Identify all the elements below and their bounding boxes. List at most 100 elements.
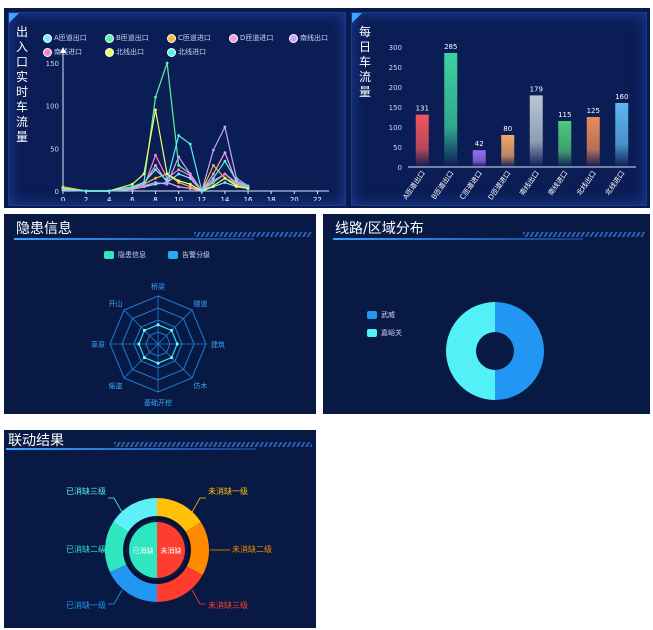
bar — [501, 135, 515, 167]
data-point — [177, 134, 181, 137]
data-point — [223, 159, 227, 163]
radar-data-point — [137, 342, 141, 346]
title-stripes — [523, 232, 645, 237]
data-point — [223, 181, 227, 184]
legend-item[interactable]: 嘉峪关 — [367, 328, 402, 338]
y-tick-label: 150 — [46, 60, 59, 68]
radar-data-point — [142, 356, 146, 360]
leader-line — [191, 497, 206, 513]
legend-item[interactable]: 南线进口 — [43, 47, 82, 57]
data-point — [154, 176, 157, 180]
data-point — [235, 179, 238, 183]
x-tick-label: A匝道出口 — [401, 169, 427, 201]
legend-item[interactable]: D匝道进口 — [229, 33, 273, 43]
leader-line — [108, 497, 123, 513]
x-tick-label: B匝道出口 — [429, 169, 455, 201]
corner-marker — [352, 13, 362, 23]
legend-label: A匝道出口 — [54, 34, 87, 42]
data-point — [235, 184, 238, 188]
x-tick-label: 南线出口 — [517, 169, 540, 197]
legend-item[interactable]: 北线出口 — [105, 47, 144, 57]
hazard-panel-title: 隐患信息 — [16, 221, 72, 237]
x-tick-label: 北线出口 — [574, 169, 597, 197]
radar-indicator-label: 隧道 — [193, 299, 207, 308]
region-panel-title: 线路/区域分布 — [335, 221, 424, 237]
legend-item[interactable]: 南线出口 — [289, 33, 328, 43]
radar-indicator-label: 桥梁 — [151, 282, 165, 291]
legend-item[interactable]: 北线进口 — [167, 47, 206, 57]
x-tick-label: 20 — [290, 196, 299, 201]
data-point — [165, 182, 169, 186]
x-tick-label: 2 — [84, 196, 88, 201]
data-point — [223, 125, 227, 129]
legend-marker-icon — [105, 47, 114, 57]
radar-data-point — [156, 361, 160, 365]
x-tick-label: C匝道进口 — [458, 169, 484, 201]
region-donut-chart — [446, 302, 544, 400]
data-point — [211, 148, 215, 152]
bar — [558, 121, 572, 167]
data-point — [154, 181, 157, 184]
x-tick-label: 10 — [174, 196, 183, 201]
data-point — [165, 179, 169, 183]
daily-panel-title: 每日车流量 — [358, 25, 371, 99]
data-point — [211, 164, 215, 167]
radar-axis-line — [157, 343, 193, 379]
ring-outer-label: 未消缺三级 — [208, 600, 248, 610]
series-line — [62, 134, 249, 193]
y-tick-label: 50 — [50, 145, 59, 153]
radar-indicator-label: 仿木 — [193, 381, 207, 390]
daily-traffic-panel: 每日车流量 0 50 100 150 200 250 300 131 A匝道出口 285 B匝道出口… — [351, 12, 647, 206]
data-point — [211, 176, 215, 180]
ring-slice — [109, 564, 157, 602]
bar — [415, 114, 429, 167]
legend-label: 武威 — [381, 311, 395, 319]
legend-marker-icon — [43, 47, 52, 57]
data-point — [211, 184, 215, 188]
legend-item[interactable]: C匝道进口 — [167, 33, 211, 43]
y-tick-label: 200 — [389, 84, 402, 92]
y-tick-label: 100 — [389, 124, 402, 132]
ring-outer-label: 未消缺一级 — [208, 486, 248, 496]
data-point — [154, 108, 157, 112]
leader-line — [191, 589, 206, 605]
data-point — [200, 189, 204, 193]
data-point — [154, 164, 157, 167]
legend-marker-icon — [167, 47, 176, 57]
y-tick-label: 300 — [389, 44, 402, 52]
data-point — [142, 181, 146, 184]
bar — [615, 103, 629, 167]
ring-outer-label: 已消缺三级 — [66, 486, 106, 496]
legend-item[interactable]: 武威 — [367, 310, 395, 320]
bar-value-label: 285 — [444, 43, 457, 51]
data-point — [223, 172, 227, 176]
y-tick-label: 50 — [393, 144, 402, 152]
x-tick-label: 4 — [107, 196, 112, 201]
bar — [529, 95, 543, 167]
data-point — [154, 95, 157, 99]
region-panel: 线路/区域分布 武威嘉峪关 — [323, 214, 650, 414]
donut-slice — [446, 302, 495, 400]
title-stripes — [114, 442, 312, 447]
radar-axis-line — [157, 309, 193, 345]
bar-value-label: 179 — [530, 85, 543, 93]
data-point — [177, 179, 181, 183]
data-point — [84, 189, 88, 193]
legend-item[interactable]: 告警分级 — [168, 250, 210, 260]
realtime-line-chart: 0 50 100 150 0 2 4 6 8 10 12 14 16 18 20 22 — [46, 47, 329, 201]
data-point — [177, 185, 181, 189]
ring-divider-border — [123, 516, 191, 584]
legend-item[interactable]: A匝道出口 — [43, 33, 87, 43]
legend-item[interactable]: 隐患信息 — [104, 250, 146, 260]
legend-label: 隐患信息 — [118, 251, 146, 259]
ring-slice — [185, 522, 210, 576]
ring-slice — [157, 566, 203, 602]
series-line — [62, 62, 249, 192]
realtime-panel-title: 出入口实时车流量 — [15, 25, 28, 144]
radar-indicator-label: 开山 — [109, 299, 123, 308]
legend-item[interactable]: B匝道出口 — [105, 33, 149, 43]
legend-label: C匝道进口 — [178, 34, 211, 42]
radar-data-point — [175, 342, 179, 346]
radar-data-point — [170, 328, 174, 332]
